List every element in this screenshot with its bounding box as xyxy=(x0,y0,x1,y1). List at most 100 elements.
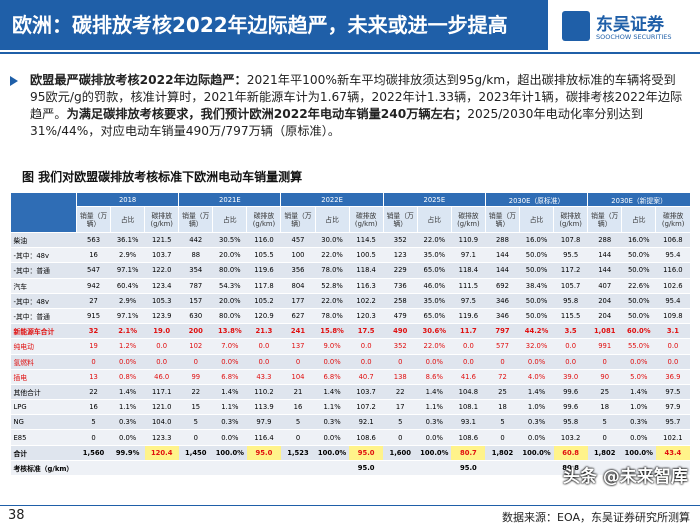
cell: 16.0% xyxy=(519,232,554,249)
cell: 22 xyxy=(383,384,418,401)
cell: 21 xyxy=(280,384,316,401)
cell: 102.2 xyxy=(349,293,384,309)
cell: 78.0% xyxy=(315,262,350,279)
cell: 65.0% xyxy=(417,262,452,279)
cell: 0.8% xyxy=(110,369,145,385)
subheader: 占比 xyxy=(621,206,656,233)
logo-cn: 东吴证券 xyxy=(596,15,664,35)
cell: 17.5 xyxy=(349,323,384,340)
cell: 0.0 xyxy=(246,338,281,355)
cell: 0.0% xyxy=(315,354,350,370)
cell: 80.0% xyxy=(212,262,247,279)
cell: 288 xyxy=(587,232,622,249)
cell: 0.0% xyxy=(212,354,247,370)
cell: 13.8% xyxy=(212,323,247,340)
cell: 407 xyxy=(587,278,622,294)
cell xyxy=(315,460,350,477)
subheader: 占比 xyxy=(314,206,350,233)
year-header: 2021E xyxy=(178,193,281,207)
cell: 4.0% xyxy=(519,369,554,385)
cell: 200 xyxy=(178,323,213,340)
cell: 88 xyxy=(178,247,213,264)
cell: 1,450 xyxy=(178,445,213,461)
cell: 0.0 xyxy=(553,338,588,355)
cell: 991 xyxy=(587,338,622,355)
cell: 2.1% xyxy=(110,323,145,340)
cell: 630 xyxy=(178,308,213,325)
cell: 100.0% xyxy=(315,445,350,461)
cell: 116.0 xyxy=(246,232,281,249)
cell: 16 xyxy=(76,399,111,416)
cell: 138 xyxy=(383,369,418,385)
cell: 95.5 xyxy=(553,247,588,264)
cell: 120.3 xyxy=(349,308,384,325)
subheader-row: 销量（万辆） 占比 碳排放(g/km) 销量（万辆） 占比 碳排放(g/km) 销量（万辆）… xyxy=(11,206,690,233)
cell: 121.0 xyxy=(144,399,179,416)
cell: 354 xyxy=(178,262,213,279)
row-label: LPG xyxy=(10,399,77,416)
cell: 797 xyxy=(485,323,520,340)
cell: 60.8 xyxy=(553,445,588,461)
cell: 16 xyxy=(280,399,316,416)
cell: 5 xyxy=(485,414,520,431)
corner xyxy=(10,193,77,233)
cell: 804 xyxy=(280,278,316,294)
cell: 22.0% xyxy=(315,293,350,309)
cell: 1.1% xyxy=(315,399,350,416)
year-header: 2022E xyxy=(280,193,384,207)
cell: 97.9 xyxy=(246,414,281,431)
cell: 1.4% xyxy=(110,384,145,401)
cell: 103.7 xyxy=(144,247,179,264)
cell: 50.0% xyxy=(621,308,656,325)
cell: 123 xyxy=(383,247,418,264)
cell: 144 xyxy=(587,262,622,279)
cell: 118.4 xyxy=(451,262,486,279)
row-label: -其中：普通 xyxy=(10,262,77,279)
header-line xyxy=(0,52,700,54)
row-label: 新能源车合计 xyxy=(10,323,77,340)
cell: 157 xyxy=(178,293,213,309)
subheader: 碳排放(g/km) xyxy=(144,206,179,233)
cell: 204 xyxy=(587,293,622,309)
cell: 30.0% xyxy=(315,232,350,249)
cell: 241 xyxy=(280,323,316,340)
cell: 22.0% xyxy=(315,247,350,264)
cell: 1.1% xyxy=(417,399,452,416)
row-label: 柴油 xyxy=(10,232,77,249)
cell: 1.2% xyxy=(110,338,145,355)
cell: 16 xyxy=(76,247,111,264)
cell xyxy=(485,460,520,477)
cell: 105.3 xyxy=(144,293,179,309)
cell: 36.1% xyxy=(110,232,145,249)
year-header: 2025E xyxy=(382,193,486,207)
cell: 457 xyxy=(280,232,316,249)
cell: 116.3 xyxy=(349,278,384,294)
cell: 0 xyxy=(587,354,622,370)
table-row: 其他合计 22 1.4% 117.1 22 1.4% 110.2 21 1.4% 103.7 22 1… xyxy=(10,384,690,401)
cell: 100.0% xyxy=(417,445,452,461)
table-row: -其中：普通 547 97.1% 122.0 354 80.0% 119.6 356 78.0%… xyxy=(10,262,690,279)
cell: 123.4 xyxy=(144,278,179,294)
cell: 100.0% xyxy=(212,445,247,461)
cell: 80.7 xyxy=(451,445,486,461)
cell: 0.0 xyxy=(553,354,588,370)
cell: 121.5 xyxy=(144,232,179,249)
cell: 16.0% xyxy=(621,232,656,249)
cell: 0 xyxy=(76,354,111,370)
subheader: 占比 xyxy=(212,206,247,233)
cell: 46.0% xyxy=(417,278,452,294)
cell: 915 xyxy=(76,308,111,325)
table-row: 考核标准（g/km） 95.0 95.0 80.8 xyxy=(10,460,690,477)
cell: 0.0 xyxy=(451,338,486,355)
cell: 1,560 xyxy=(76,445,111,461)
cell: 577 xyxy=(485,338,520,355)
cell: 109.8 xyxy=(655,308,690,325)
cell: 0.3% xyxy=(621,414,656,431)
cell: 103.7 xyxy=(349,384,384,401)
cell: 119.6 xyxy=(246,262,281,279)
cell: 27 xyxy=(76,293,111,309)
cell: 30.5% xyxy=(212,232,247,249)
cell: 18 xyxy=(587,399,622,416)
cell: 1.4% xyxy=(519,384,554,401)
cell: 116.4 xyxy=(246,429,281,446)
